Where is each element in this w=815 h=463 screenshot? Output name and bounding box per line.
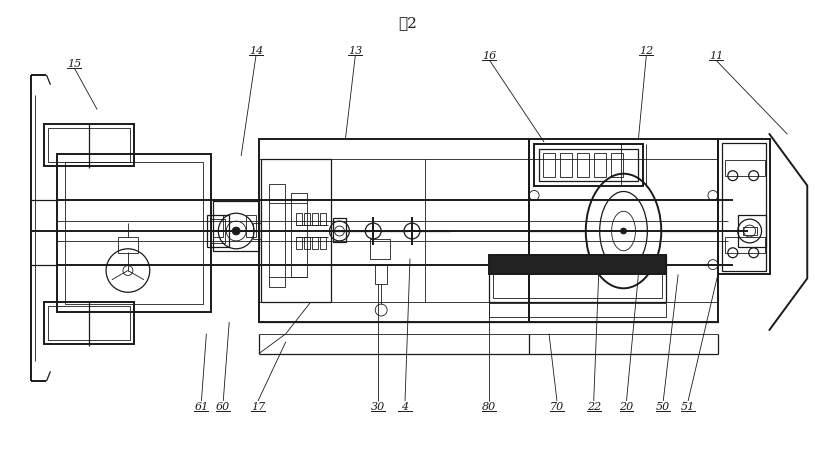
Bar — [319, 214, 325, 225]
Bar — [214, 216, 223, 238]
Bar — [577, 154, 588, 177]
Circle shape — [620, 229, 627, 234]
Text: 图2: 图2 — [398, 16, 417, 31]
Bar — [370, 239, 390, 259]
Bar — [118, 238, 138, 253]
Bar — [304, 214, 310, 225]
Text: 61: 61 — [194, 401, 209, 411]
Bar — [48, 307, 130, 340]
Bar — [490, 303, 666, 317]
Text: 80: 80 — [482, 401, 496, 411]
Bar — [319, 238, 325, 249]
Bar — [529, 140, 718, 322]
Text: 15: 15 — [67, 59, 82, 69]
Bar — [291, 194, 306, 278]
Bar — [65, 163, 204, 305]
Bar — [45, 302, 134, 344]
Bar — [742, 227, 756, 236]
Bar — [246, 216, 256, 238]
Bar — [725, 161, 764, 176]
Bar — [296, 238, 302, 249]
Text: 17: 17 — [251, 401, 265, 411]
Text: 50: 50 — [656, 401, 671, 411]
Text: 11: 11 — [709, 51, 723, 61]
Bar — [261, 160, 331, 302]
Bar — [214, 202, 259, 251]
Bar — [57, 155, 211, 313]
Text: 70: 70 — [550, 401, 564, 411]
Bar — [211, 219, 225, 244]
Bar — [534, 145, 643, 186]
Bar — [45, 125, 134, 166]
Bar — [311, 214, 318, 225]
Bar — [375, 265, 387, 285]
Text: 22: 22 — [587, 401, 601, 411]
Text: 4: 4 — [402, 401, 408, 411]
Bar — [48, 129, 130, 163]
Bar — [253, 224, 261, 239]
Bar — [593, 154, 606, 177]
Bar — [207, 216, 229, 247]
Bar — [560, 154, 572, 177]
Polygon shape — [769, 135, 807, 330]
Text: 60: 60 — [216, 401, 231, 411]
Bar — [269, 184, 284, 288]
Bar — [725, 238, 764, 253]
Text: 51: 51 — [681, 401, 695, 411]
Text: 30: 30 — [371, 401, 385, 411]
Text: 12: 12 — [639, 46, 654, 56]
Bar — [718, 140, 769, 275]
Bar — [490, 255, 666, 275]
Text: 16: 16 — [482, 51, 496, 61]
Bar — [493, 259, 663, 299]
Text: 14: 14 — [249, 46, 263, 56]
Bar — [610, 154, 623, 177]
Circle shape — [232, 227, 240, 236]
Bar — [738, 216, 765, 247]
Bar — [543, 154, 555, 177]
Bar — [259, 140, 529, 322]
Bar — [311, 238, 318, 249]
Bar — [333, 219, 346, 242]
Bar — [490, 255, 666, 302]
Text: 20: 20 — [619, 401, 633, 411]
Text: 13: 13 — [348, 46, 363, 56]
Bar — [539, 150, 638, 181]
Bar — [722, 144, 765, 271]
Bar — [296, 214, 302, 225]
Bar — [304, 238, 310, 249]
